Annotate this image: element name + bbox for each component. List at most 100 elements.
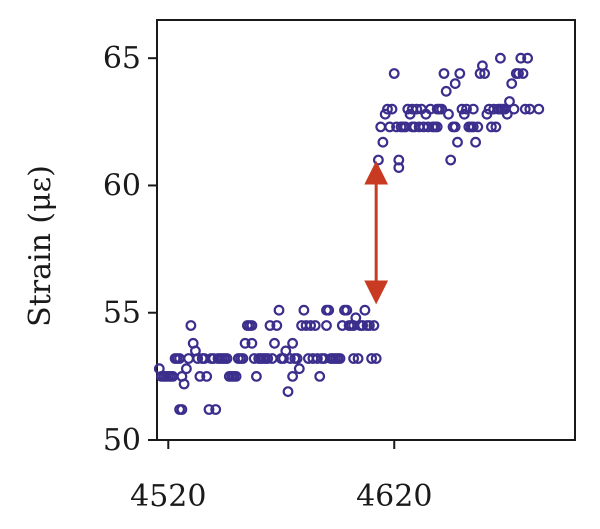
data-point <box>264 320 276 331</box>
data-point <box>495 52 506 64</box>
data-point <box>280 345 292 357</box>
data-point <box>273 304 285 316</box>
data-point <box>271 320 283 331</box>
y-tick-label: 60 <box>103 168 141 203</box>
data-point <box>470 136 482 148</box>
data-point <box>379 108 391 120</box>
data-point <box>282 386 294 398</box>
data-point <box>210 404 222 415</box>
data-point <box>203 404 215 415</box>
data-point <box>352 353 364 364</box>
data-point <box>519 103 531 115</box>
data-point <box>404 108 416 120</box>
data-point <box>445 154 457 166</box>
data-point <box>436 103 448 115</box>
x-tick-label: 4620 <box>356 479 432 514</box>
data-point <box>386 103 398 115</box>
data-point <box>262 353 274 364</box>
data-point <box>287 371 299 382</box>
data-point <box>449 78 461 89</box>
data-point <box>393 162 405 174</box>
data-point <box>454 68 466 79</box>
data-point <box>517 68 529 79</box>
data-point <box>411 103 423 115</box>
data-point <box>366 353 378 364</box>
y-tick-label: 50 <box>103 423 141 458</box>
data-point <box>230 371 242 382</box>
data-point <box>305 320 317 331</box>
data-point <box>246 337 258 349</box>
data-point <box>284 353 296 364</box>
data-point <box>364 320 375 331</box>
data-point <box>314 371 326 382</box>
data-point <box>298 304 310 316</box>
data-point <box>375 121 387 133</box>
data-point <box>440 85 452 97</box>
data-point <box>180 363 192 375</box>
data-point <box>472 121 484 133</box>
data-point <box>513 68 524 79</box>
data-point <box>239 337 251 349</box>
data-point <box>406 121 418 133</box>
data-point <box>458 108 470 120</box>
y-tick-label: 65 <box>103 41 141 76</box>
data-point <box>341 304 353 316</box>
data-point <box>192 353 204 364</box>
data-point <box>522 52 533 64</box>
data-point <box>479 68 491 79</box>
data-point <box>449 121 461 133</box>
data-point <box>293 363 305 375</box>
data-point <box>357 320 369 331</box>
data-point <box>194 371 206 382</box>
data-point <box>246 320 258 331</box>
data-point <box>438 68 450 79</box>
data-point <box>452 136 463 148</box>
data-point <box>183 353 195 364</box>
data-point <box>508 103 520 115</box>
data-point <box>377 136 389 148</box>
data-point <box>501 108 513 120</box>
data-point <box>348 353 360 364</box>
data-point <box>359 304 371 316</box>
data-point <box>456 103 468 115</box>
data-point <box>287 337 299 349</box>
data-point <box>443 108 454 120</box>
data-point <box>495 103 506 115</box>
data-point <box>382 103 393 115</box>
data-point <box>504 96 515 107</box>
y-axis-label: Strain (με) <box>23 165 58 327</box>
data-point <box>506 78 518 89</box>
data-point <box>201 371 213 382</box>
data-point <box>321 320 332 331</box>
data-point <box>486 121 497 133</box>
data-point <box>370 353 382 364</box>
data-point <box>481 108 493 120</box>
data-point <box>388 68 400 79</box>
data-points <box>153 52 545 415</box>
data-point <box>533 103 545 115</box>
y-tick-label: 55 <box>103 296 141 331</box>
data-point <box>221 353 233 364</box>
data-point <box>185 320 197 331</box>
data-point <box>467 103 479 115</box>
x-tick-label: 4520 <box>130 479 206 514</box>
data-point <box>250 371 262 382</box>
data-point <box>373 154 384 166</box>
data-point <box>384 121 396 133</box>
data-point <box>334 353 346 364</box>
data-point <box>323 304 335 316</box>
data-point <box>350 312 362 324</box>
data-point <box>368 320 380 331</box>
plot-frame <box>156 19 576 441</box>
data-point <box>490 121 502 133</box>
axis-tick-labels: 50 55 60 65 4520 4620 <box>103 41 433 514</box>
data-point <box>467 121 479 133</box>
data-point <box>178 378 190 390</box>
data-point <box>515 52 527 64</box>
data-point <box>176 404 188 415</box>
axis-ticks <box>148 57 396 449</box>
data-point <box>237 353 249 364</box>
data-point <box>291 353 303 364</box>
data-point <box>461 103 472 115</box>
